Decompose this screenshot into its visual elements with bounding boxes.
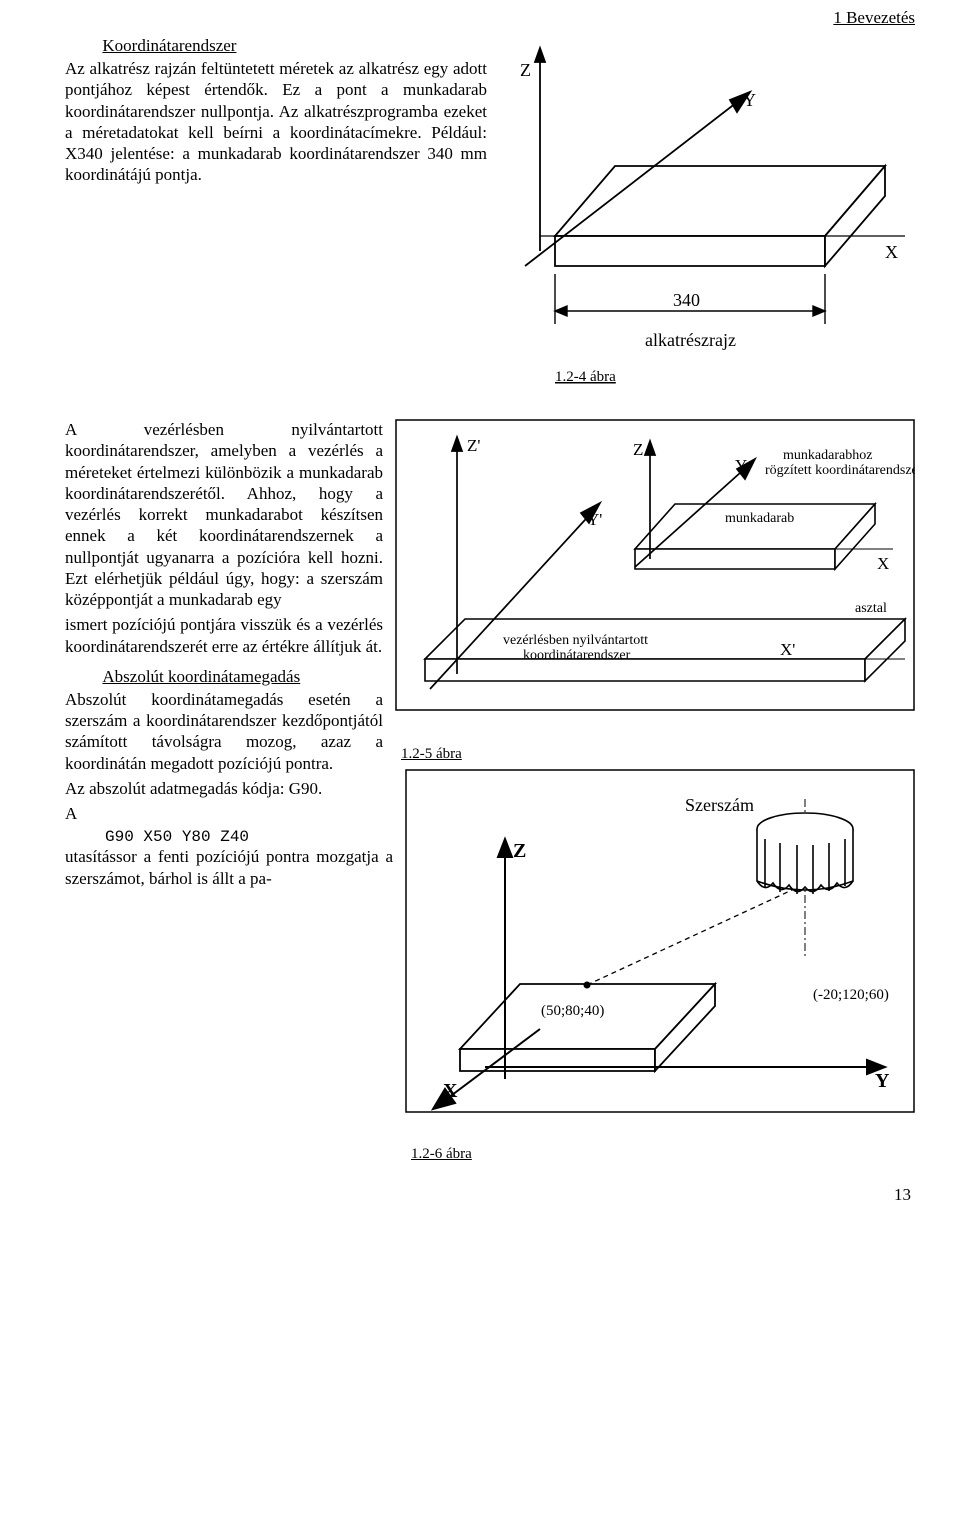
fig3-y: Y — [875, 1070, 890, 1092]
fig2-x: X — [877, 554, 889, 573]
fig2-vez-2: koordinátarendszer — [523, 648, 631, 663]
fig3-x: X — [443, 1080, 458, 1102]
fig1-y-label: Y — [743, 90, 756, 110]
section1-text: Koordinátarendszer Az alkatrész rajzán f… — [65, 36, 487, 190]
figure-1-2-5: Z' Y' Z Y X X' vezérlésben nyilvántartot… — [395, 419, 915, 763]
fig2-yp: Y' — [587, 510, 602, 529]
fig3-caption: 1.2-6 ábra — [411, 1146, 915, 1163]
page-number: 13 — [65, 1185, 915, 1205]
fig2-zp: Z' — [467, 436, 480, 455]
section1-para: Az alkatrész rajzán feltüntetett méretek… — [65, 58, 487, 186]
row-1: Koordinátarendszer Az alkatrész rajzán f… — [65, 36, 915, 401]
fig2-z: Z — [633, 440, 643, 459]
fig1-caption: 1.2-4 ábra — [555, 369, 616, 385]
fig2-svg: Z' Y' Z Y X X' vezérlésben nyilvántartot… — [395, 419, 915, 739]
fig2-mkhoz: munkadarabhoz — [783, 448, 872, 463]
row-2: Z' Y' Z Y X X' vezérlésben nyilvántartot… — [65, 419, 915, 1163]
fig3-szerszam: Szerszám — [685, 795, 754, 815]
fig2-mk: munkadarab — [725, 511, 794, 526]
fig1-x-label: X — [885, 242, 898, 262]
fig3-svg: Z X Y (50;80;40) — [405, 769, 915, 1139]
chapter-header: 1 Bevezetés — [65, 8, 915, 28]
fig3-pt-tool: (-20;120;60) — [813, 987, 889, 1003]
fig1-label: alkatrészrajz — [645, 330, 736, 350]
fig2-xp: X' — [780, 640, 795, 659]
figure-1-2-4: Z Y X 340 alkatrészrajz 1.2-4 ábra — [505, 36, 915, 401]
section1-subhead: Koordinátarendszer — [102, 36, 487, 56]
fig2-caption: 1.2-5 ábra — [401, 746, 915, 763]
fig3-z: Z — [513, 840, 526, 862]
fig1-svg: Z Y X 340 alkatrészrajz 1.2-4 ábra — [505, 36, 915, 396]
fig2-rog: rögzített koordinátarendszer — [765, 463, 915, 478]
fig1-z-label: Z — [520, 60, 531, 80]
fig3-pt-box: (50;80;40) — [541, 1003, 604, 1019]
figure-1-2-6: Z X Y (50;80;40) — [405, 769, 915, 1163]
fig2-y: Y — [735, 456, 747, 475]
fig1-dim: 340 — [673, 290, 700, 310]
fig2-asztal: asztal — [855, 601, 887, 616]
fig2-vez-1: vezérlésben nyilvántartott — [503, 633, 648, 648]
